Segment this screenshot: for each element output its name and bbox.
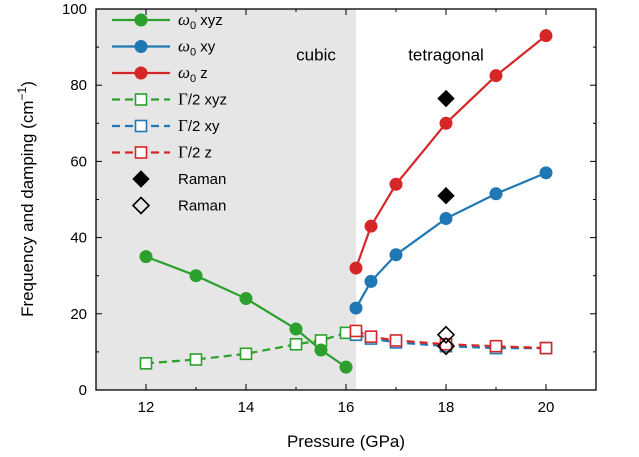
- legend-entry: ω0 xy: [112, 37, 216, 59]
- data-point: [349, 261, 363, 275]
- legend-marker: [131, 196, 151, 215]
- legend: ω0 xyz ω0 xy ω0 z Γ/2 xyz Γ/2 xy Γ/2 z Raman Ra…: [112, 10, 227, 215]
- y-tick-label: 40: [70, 230, 87, 247]
- series-3: [139, 326, 353, 370]
- legend-entry: Raman: [131, 196, 226, 215]
- legend-label: Raman: [178, 171, 226, 188]
- data-point: [489, 187, 503, 201]
- legend-entry: Γ/2 xy: [112, 116, 220, 135]
- data-point: [364, 274, 378, 288]
- series-line: [355, 333, 546, 350]
- data-point: [239, 347, 253, 361]
- legend-label: ω0 xy: [178, 37, 216, 59]
- legend-marker: [134, 146, 148, 159]
- data-point: [189, 353, 203, 366]
- y-axis-label-unit: −1: [15, 86, 29, 100]
- y-tick-label: 0: [79, 382, 87, 399]
- data-point: [489, 339, 503, 353]
- legend-label: ω0 xyz: [178, 10, 223, 32]
- legend-entry: Raman: [132, 170, 226, 188]
- legend-label: Γ/2 xy: [178, 116, 220, 135]
- data-point: [349, 301, 363, 315]
- x-tick-label: 14: [238, 399, 255, 416]
- legend-entry: ω0 z: [112, 63, 208, 85]
- data-point: [439, 116, 453, 130]
- data-point: [489, 69, 503, 83]
- data-point: [539, 29, 553, 43]
- y-tick-label: 100: [62, 1, 87, 18]
- data-point: [389, 177, 403, 191]
- legend-marker: [134, 93, 148, 106]
- y-tick-label: 80: [70, 77, 87, 94]
- series-layer: [139, 29, 553, 374]
- series-2: [349, 29, 553, 275]
- data-point: [364, 219, 378, 233]
- legend-marker: [134, 13, 148, 27]
- y-tick-label: 20: [70, 306, 87, 323]
- data-point: [139, 357, 153, 370]
- data-point: [436, 325, 456, 344]
- legend-label: ω0 z: [178, 63, 208, 85]
- data-point: [437, 186, 455, 205]
- x-tick-label: 18: [438, 399, 455, 416]
- y-axis-label-main: Frequency and damping (cm: [18, 100, 37, 316]
- data-point: [539, 166, 553, 180]
- data-point: [139, 250, 153, 264]
- x-tick-label: 16: [338, 399, 355, 416]
- data-point: [364, 330, 378, 343]
- legend-marker: [134, 40, 148, 53]
- legend-entry: Γ/2 xyz: [112, 90, 227, 109]
- data-point: [289, 337, 303, 351]
- legend-label: Γ/2 z: [178, 143, 212, 162]
- data-point: [437, 89, 455, 108]
- axis-ticks: 12 14 16 18 20 0 20 40 60 80 100: [62, 1, 597, 416]
- data-point: [239, 292, 253, 306]
- legend-label: Γ/2 xyz: [178, 90, 227, 109]
- plot-frame: [95, 8, 597, 391]
- legend-marker: [134, 66, 148, 80]
- legend-label: Raman: [178, 198, 226, 215]
- x-axis-label: Pressure (GPa): [287, 432, 405, 451]
- data-point: [289, 322, 303, 336]
- legend-marker: [134, 119, 148, 133]
- region-label-cubic: cubic: [296, 46, 336, 65]
- series-1: [349, 166, 553, 315]
- series-0: [139, 250, 353, 374]
- series-line: [354, 34, 547, 269]
- legend-entry: ω0 xyz: [112, 10, 223, 32]
- x-tick-label: 20: [538, 399, 555, 416]
- y-axis-label-close: ): [18, 81, 37, 87]
- region-label-tetragonal: tetragonal: [408, 46, 484, 65]
- legend-marker: [132, 170, 150, 188]
- y-tick-label: 60: [70, 153, 87, 170]
- data-point: [389, 248, 403, 262]
- data-point: [339, 360, 353, 374]
- data-point: [439, 212, 453, 226]
- series-6: [437, 89, 455, 205]
- data-point: [314, 343, 328, 357]
- data-point: [389, 334, 403, 347]
- legend-entry: Γ/2 z: [112, 143, 212, 162]
- y-axis-label: Frequency and damping (cm−1): [15, 81, 37, 317]
- data-point: [436, 337, 456, 356]
- series-line: [145, 331, 347, 365]
- series-7: [436, 325, 456, 356]
- data-point: [539, 341, 553, 355]
- data-point: [189, 269, 203, 283]
- data-point: [349, 324, 363, 338]
- x-tick-label: 12: [138, 399, 155, 416]
- data-point: [439, 337, 453, 351]
